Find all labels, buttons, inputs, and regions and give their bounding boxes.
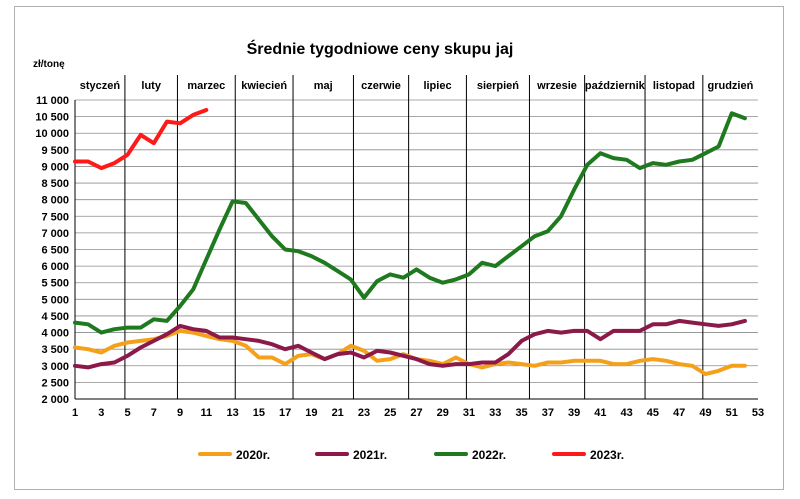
month-label: lipiec	[423, 80, 451, 92]
x-tick-label: 33	[489, 407, 501, 419]
x-tick-label: 37	[542, 407, 554, 419]
legend: 2020r. 2021r. 2022r. 2023r.	[198, 448, 624, 462]
y-tick-label: 4 000	[41, 328, 69, 340]
x-tick-label: 3	[98, 407, 104, 419]
x-tick-label: 39	[568, 407, 580, 419]
x-tick-label: 25	[384, 407, 396, 419]
grid	[74, 99, 758, 400]
x-tick-label: 13	[226, 407, 238, 419]
x-tick-label: 47	[673, 407, 685, 419]
y-tick-label: 5 000	[41, 294, 69, 306]
y-tick-label: 4 500	[41, 311, 69, 323]
month-label: kwiecień	[241, 80, 287, 92]
y-tick-label: 5 500	[41, 278, 69, 290]
y-tick-label: 6 000	[41, 261, 69, 273]
x-tick-label: 29	[437, 407, 449, 419]
y-tick-label: 2 500	[41, 377, 69, 389]
x-axis-ticks: 1 3 5 7 9 11 13 15 17 19 21 23 25 27 29 31 33 35 37 39 41 43 4…	[72, 407, 764, 419]
y-tick-label: 8 500	[41, 178, 69, 190]
x-tick-label: 7	[151, 407, 157, 419]
legend-label: 2022r.	[472, 448, 506, 462]
chart-title: Średnie tygodniowe ceny skupu jaj	[247, 39, 514, 58]
series-line-2022r	[73, 111, 747, 335]
x-tick-label: 1	[72, 407, 78, 419]
legend-label: 2023r.	[590, 448, 624, 462]
x-tick-label: 49	[699, 407, 711, 419]
y-tick-label: 10 500	[35, 112, 69, 124]
x-tick-label: 9	[177, 407, 183, 419]
month-label: marzec	[187, 80, 225, 92]
y-tick-label: 9 500	[41, 145, 69, 157]
x-tick-label: 51	[726, 407, 738, 419]
x-tick-label: 35	[515, 407, 527, 419]
month-label: październik	[585, 80, 646, 92]
month-label: maj	[314, 80, 333, 92]
y-tick-label: 6 500	[41, 245, 69, 257]
x-tick-label: 11	[201, 407, 213, 419]
month-label: luty	[141, 80, 161, 92]
series-line-2023r	[73, 108, 209, 171]
y-tick-label: 7 500	[41, 211, 69, 223]
y-tick-label: 2 000	[41, 394, 69, 406]
y-tick-label: 3 500	[41, 344, 69, 356]
x-tick-label: 21	[332, 407, 344, 419]
y-tick-label: 10 000	[35, 128, 69, 140]
series-line-2020r	[73, 328, 747, 377]
month-label: wrzesie	[536, 80, 577, 92]
y-tick-label: 7 000	[41, 228, 69, 240]
x-tick-label: 53	[752, 407, 764, 419]
x-tick-label: 5	[124, 407, 130, 419]
y-axis-ticks: 2 000 2 500 3 000 3 500 4 000 4 500 5 000 5 500…	[35, 95, 69, 406]
month-bands: styczeń luty marzec kwiecień maj czerwie lipie…	[80, 75, 754, 399]
month-label: czerwie	[361, 80, 401, 92]
y-tick-label: 9 000	[41, 161, 69, 173]
series-line-2021r	[73, 318, 747, 370]
legend-label: 2021r.	[353, 448, 387, 462]
x-tick-label: 15	[253, 407, 265, 419]
x-tick-label: 31	[463, 407, 475, 419]
month-label: grudzień	[707, 80, 753, 92]
y-tick-label: 8 000	[41, 195, 69, 207]
chart-frame	[14, 6, 784, 490]
x-tick-label: 43	[621, 407, 633, 419]
month-label: listopad	[653, 80, 695, 92]
legend-label: 2020r.	[236, 448, 270, 462]
x-tick-label: 41	[594, 407, 606, 419]
x-tick-label: 45	[647, 407, 659, 419]
y-tick-label: 3 000	[41, 361, 69, 373]
x-tick-label: 27	[410, 407, 422, 419]
y-axis-unit: zł/tonę	[33, 59, 65, 70]
series-lines	[73, 108, 747, 377]
month-label: sierpień	[477, 80, 519, 92]
x-tick-label: 17	[279, 407, 291, 419]
month-label: styczeń	[80, 80, 121, 92]
y-tick-label: 11 000	[36, 95, 69, 107]
x-tick-label: 19	[305, 407, 317, 419]
x-tick-label: 23	[358, 407, 370, 419]
